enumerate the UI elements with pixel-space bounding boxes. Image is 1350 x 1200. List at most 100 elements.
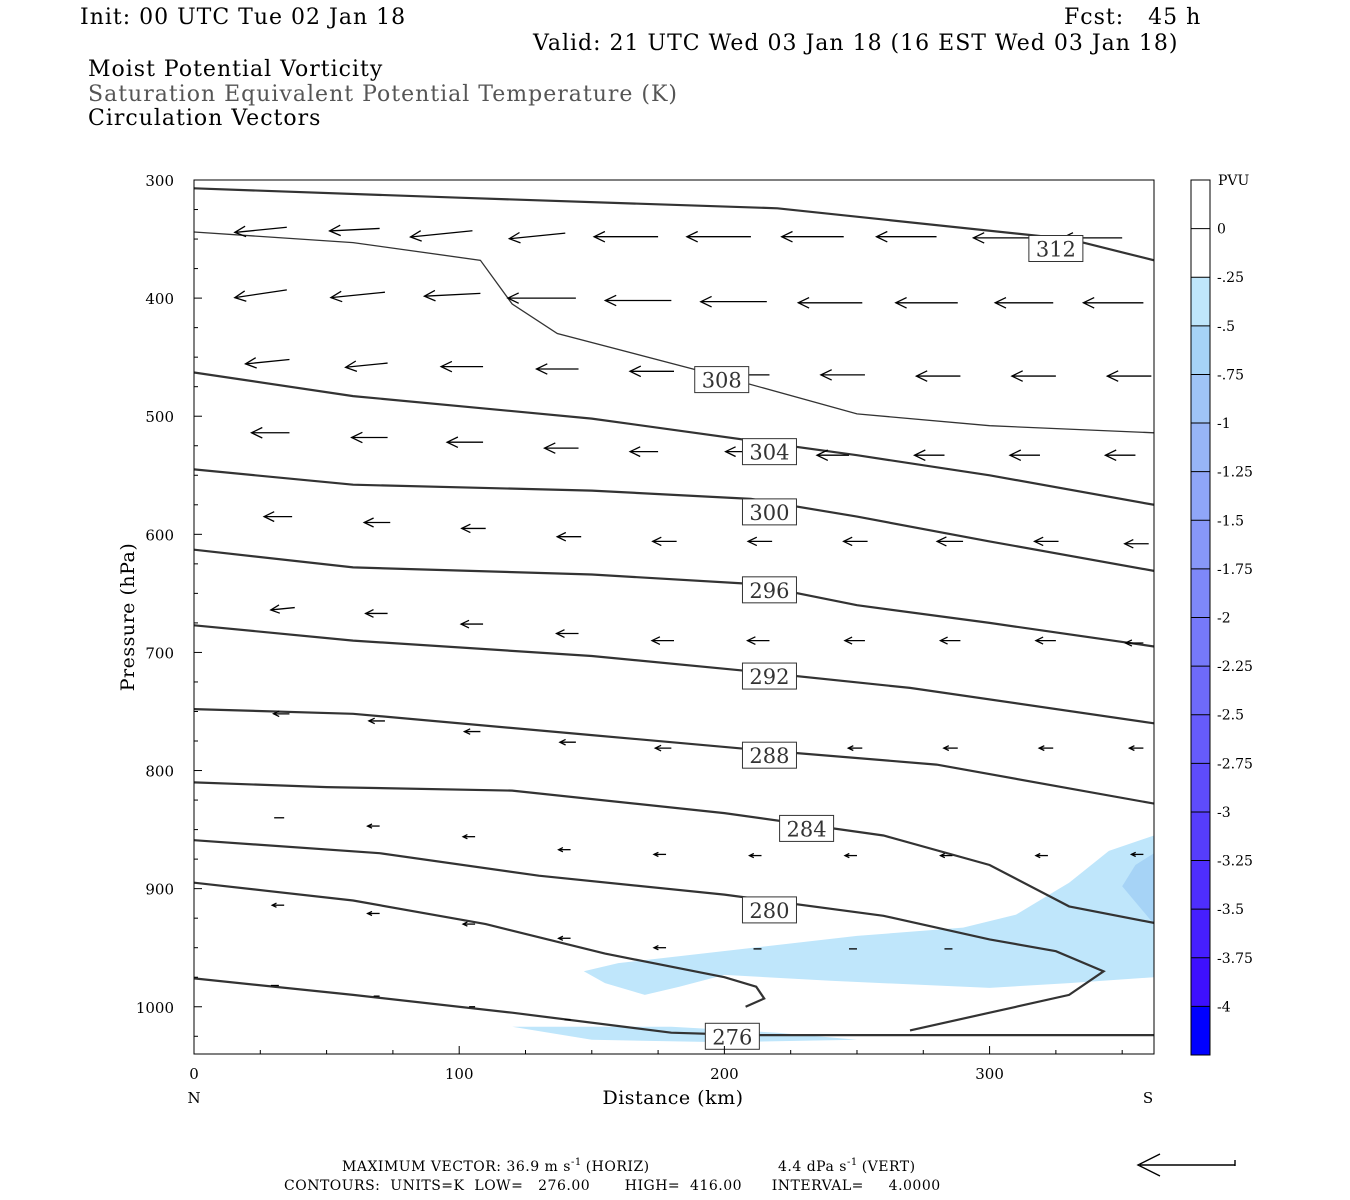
colorbar-label: -3.25 <box>1217 854 1253 870</box>
contour-label-292: 292 <box>741 662 797 690</box>
circulation-vector <box>366 823 380 829</box>
x-end-label-north: N <box>187 1089 200 1107</box>
contours-info: CONTOURS: UNITS=K LOW= 276.00 HIGH= 416.… <box>284 1178 941 1194</box>
colorbar-swatch <box>1191 1006 1210 1056</box>
svg-text:312: 312 <box>1036 238 1076 262</box>
circulation-vector <box>1008 449 1040 461</box>
circulation-vector <box>272 710 290 718</box>
colorbar-label: -4 <box>1217 999 1231 1015</box>
svg-text:284: 284 <box>787 817 827 841</box>
circulation-vector <box>796 297 863 309</box>
circulation-vector <box>746 636 770 645</box>
theta-contour-312 <box>194 187 1154 262</box>
theta-contour-276 <box>194 881 766 1008</box>
circulation-vector <box>1103 449 1136 461</box>
circulation-vector <box>846 745 863 752</box>
circulation-vector <box>780 230 844 243</box>
circulation-vector <box>460 523 486 534</box>
circulation-vector <box>362 517 391 528</box>
x-axis: 0 100 200 300 <box>189 1046 1123 1083</box>
colorbar-swatch <box>1191 228 1210 278</box>
y-axis: 300 400 500 600 700 800 900 1000 <box>136 172 202 1037</box>
circulation-vector <box>894 297 958 309</box>
colorbar-label: -1.25 <box>1217 465 1253 481</box>
circulation-vector <box>1105 370 1152 382</box>
circulation-vector <box>344 360 388 373</box>
circulation-vector <box>557 935 571 941</box>
circulation-vector <box>558 738 576 746</box>
colorbar-swatch <box>1191 180 1210 229</box>
svg-text:276: 276 <box>712 1025 752 1049</box>
colorbar-label: -3 <box>1217 805 1231 821</box>
colorbar-label: -2 <box>1217 611 1231 627</box>
init-time: Init: 00 UTC Tue 02 Jan 18 <box>80 5 406 30</box>
theta-contour-288 <box>194 708 1154 805</box>
contour-label-308: 308 <box>694 366 750 394</box>
colorbar-label: 0 <box>1217 222 1226 238</box>
circulation-vector <box>650 636 674 645</box>
colorbar-swatch <box>1191 471 1210 521</box>
circulation-vector <box>592 230 659 243</box>
colorbar-label: -3.5 <box>1217 902 1244 918</box>
x-axis-title: Distance (km) <box>602 1087 743 1109</box>
contour-label-layer: 312 308 304 300 296 292 288 284 280 276 <box>694 235 1084 1050</box>
circulation-vector <box>843 636 865 645</box>
circulation-vector <box>914 370 961 382</box>
colorbar-swatch <box>1191 423 1210 472</box>
field-title-vectors: Circulation Vectors <box>88 106 321 131</box>
pv-shade-region-0 <box>583 835 1154 995</box>
circulation-vector <box>461 921 476 927</box>
circulation-vector <box>685 230 751 243</box>
circulation-vector <box>875 230 937 243</box>
colorbar-unit: PVU <box>1218 173 1250 189</box>
colorbar-swatch <box>1191 520 1210 570</box>
colorbar-swatch <box>1191 714 1210 764</box>
colorbar-label: -.75 <box>1217 367 1244 383</box>
colorbar-swatch <box>1191 909 1210 959</box>
colorbar-swatch <box>1191 666 1210 716</box>
colorbar: 0 -.25 -.5 -.75 -1 -1.25 -1.5 -1.75 -2 -2.25 -2.5 -… <box>1190 179 1253 1056</box>
circulation-vector <box>366 910 380 917</box>
y-tick-label: 900 <box>145 881 174 899</box>
circulation-vector <box>367 717 385 725</box>
circulation-vector <box>653 744 672 752</box>
circulation-vector <box>819 369 865 381</box>
svg-text:292: 292 <box>749 665 789 689</box>
colorbar-swatch <box>1191 957 1210 1007</box>
circulation-vector <box>409 230 473 242</box>
max-vector-horiz: MAXIMUM VECTOR: 36.9 m s-1 (HORIZ) <box>342 1157 650 1175</box>
y-tick-label: 500 <box>145 408 174 426</box>
colorbar-swatch <box>1191 374 1210 424</box>
circulation-vector <box>543 442 579 454</box>
circulation-vector <box>555 531 582 542</box>
max-vector-vert: 4.4 dPa s-1 (VERT) <box>778 1157 916 1175</box>
x-tick-label: 0 <box>189 1065 199 1083</box>
circulation-vector <box>843 852 857 859</box>
theta-contour-280 <box>194 839 1106 1032</box>
circulation-vector <box>1034 852 1048 859</box>
reference-vector <box>1136 1153 1236 1177</box>
colorbar-label: -.25 <box>1217 270 1244 286</box>
circulation-vector <box>913 449 945 461</box>
circulation-vector <box>270 902 285 908</box>
circulation-vector <box>439 360 484 373</box>
circulation-vector <box>1037 745 1054 752</box>
circulation-vector <box>364 609 388 618</box>
contour-label-284: 284 <box>779 814 835 842</box>
circulation-vector <box>993 297 1054 309</box>
colorbar-label: -3.75 <box>1217 951 1253 967</box>
circulation-vector <box>422 289 481 302</box>
circulation-vector <box>535 363 579 375</box>
circulation-vector <box>557 847 571 853</box>
x-tick-label: 200 <box>710 1065 739 1083</box>
circulation-vector <box>262 511 293 523</box>
circulation-vector <box>971 232 1030 244</box>
contour-label-296: 296 <box>741 576 797 604</box>
circulation-vector <box>269 604 295 614</box>
x-tick-label: 300 <box>975 1065 1004 1083</box>
circulation-vector <box>651 536 677 547</box>
plot-background <box>194 180 1154 1054</box>
colorbar-swatch <box>1191 860 1210 910</box>
colorbar-label: -2.5 <box>1217 708 1244 724</box>
